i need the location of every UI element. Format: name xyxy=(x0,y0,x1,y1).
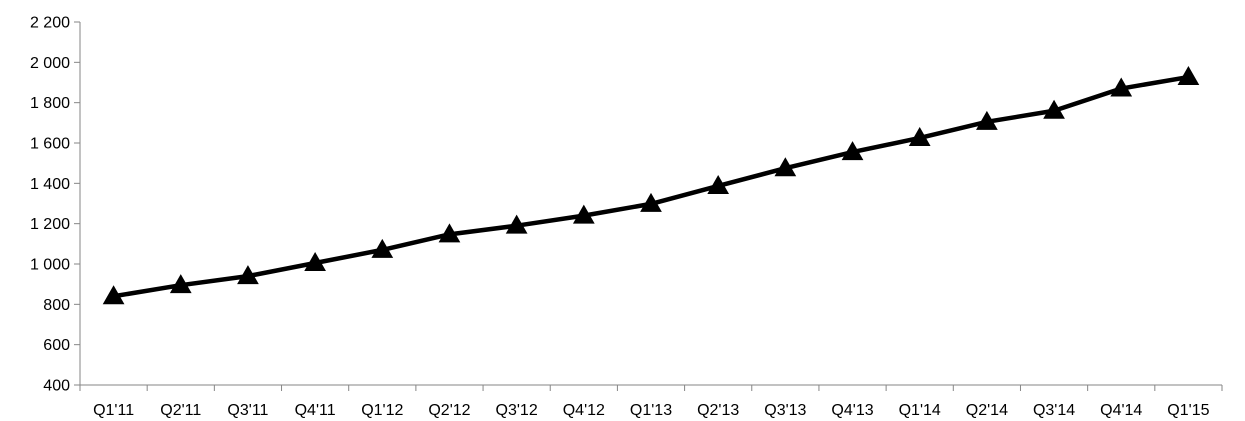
series-group xyxy=(102,66,1200,305)
data-point-triangle xyxy=(572,204,595,224)
x-tick-label: Q1'14 xyxy=(899,402,941,419)
x-tick-label: Q3'11 xyxy=(227,402,268,419)
data-point-triangle xyxy=(505,214,528,234)
x-tick-label: Q4'14 xyxy=(1100,402,1142,419)
series-line xyxy=(111,74,1191,299)
data-point-triangle xyxy=(1177,66,1200,86)
x-tick-label: Q1'11 xyxy=(93,402,134,419)
x-axis: Q1'11 Q2'11 Q3'11 Q4'11 Q1'12 Q2'12 Q3'12 Q4'12… xyxy=(79,384,1223,419)
data-point-triangle xyxy=(1043,99,1065,119)
x-tick-label: Q4'11 xyxy=(295,402,336,419)
y-tick-label: 2 000 xyxy=(30,55,70,72)
data-point-triangle xyxy=(1110,77,1133,97)
x-tick-label: Q4'13 xyxy=(831,402,873,419)
y-tick-label: 1 600 xyxy=(30,136,70,153)
x-tick-label: Q3'12 xyxy=(496,402,538,419)
data-point-triangle xyxy=(102,285,125,305)
data-point-triangle xyxy=(908,126,931,146)
x-tick-label: Q3'13 xyxy=(764,402,806,419)
data-point-triangle xyxy=(707,174,730,194)
y-tick-label: 1 800 xyxy=(30,95,70,112)
data-point-triangle xyxy=(438,223,461,243)
y-tick-label: 2 200 xyxy=(30,15,70,32)
data-point-triangle xyxy=(774,157,797,177)
y-tick-label: 800 xyxy=(43,297,70,314)
y-tick-label: 1 400 xyxy=(30,176,70,193)
x-tick-label: Q2'11 xyxy=(160,402,201,419)
data-point-triangle xyxy=(640,192,662,212)
data-point-triangle xyxy=(304,251,326,271)
x-tick-label: Q2'13 xyxy=(697,402,739,419)
data-point-triangle xyxy=(169,274,192,294)
x-tick-label: Q2'14 xyxy=(966,402,1008,419)
data-point-triangle xyxy=(976,110,998,130)
y-axis: 400 600 800 1 000 1 200 1 400 1 600 1 800 2 000 2… xyxy=(30,15,81,395)
data-point-triangle xyxy=(237,265,259,285)
x-tick-label: Q2'12 xyxy=(428,402,470,419)
x-tick-label: Q1'12 xyxy=(361,402,403,419)
y-tick-label: 600 xyxy=(43,337,70,354)
y-tick-label: 1 000 xyxy=(30,257,70,274)
x-tick-label: Q4'12 xyxy=(563,402,605,419)
x-tick-label: Q3'14 xyxy=(1033,402,1075,419)
data-point-triangle xyxy=(841,141,864,161)
y-tick-label: 1 200 xyxy=(30,216,70,233)
data-point-triangle xyxy=(371,238,394,258)
x-tick-label: Q1'15 xyxy=(1167,402,1209,419)
y-tick-label: 400 xyxy=(43,378,70,395)
x-tick-label: Q1'13 xyxy=(630,402,672,419)
